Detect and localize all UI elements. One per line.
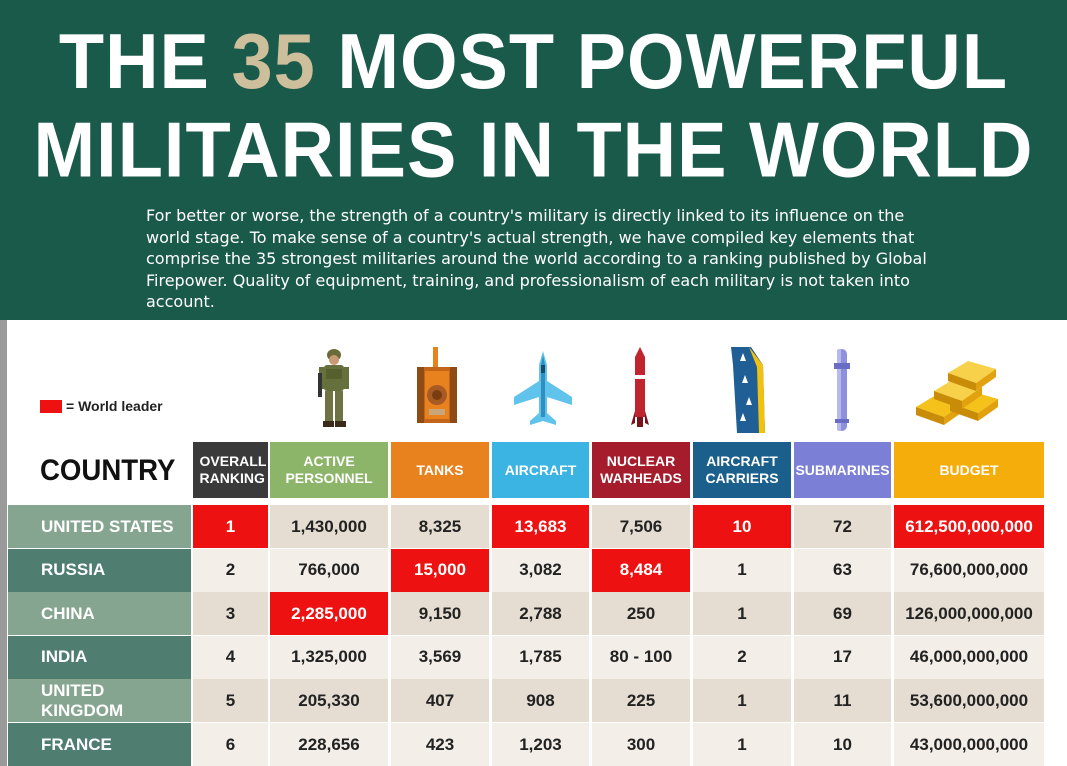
- cell-carriers: 1: [693, 723, 791, 766]
- table-row: UNITED KINGDOM 5 205,330 407 908 225 1 11 53,600…: [0, 679, 1067, 723]
- header-banner: THE 35 MOST POWERFUL MILITARIES IN THE W…: [0, 0, 1067, 320]
- cell-personnel: 1,325,000: [270, 635, 388, 679]
- title-line-2: MILITARIES IN THE WORLD: [33, 106, 1034, 194]
- cell-rank: 5: [193, 679, 268, 723]
- cell-subs: 69: [794, 592, 891, 636]
- legend-label: = World leader: [66, 398, 163, 414]
- cell-rank: 1: [193, 505, 268, 548]
- cell-aircraft: 3,082: [492, 548, 589, 592]
- country-cell: UNITED STATES: [8, 505, 191, 548]
- cell-personnel: 228,656: [270, 723, 388, 766]
- column-header-warheads: NUCLEAR WARHEADS: [592, 442, 690, 498]
- cell-carriers: 1: [693, 592, 791, 636]
- cell-budget: 43,000,000,000: [894, 723, 1044, 766]
- cell-tanks: 423: [391, 723, 489, 766]
- table-row: UNITED STATES 1 1,430,000 8,325 13,683 7,506 1…: [0, 505, 1067, 548]
- missile-icon: [631, 347, 649, 427]
- cell-personnel: 766,000: [270, 548, 388, 592]
- cell-aircraft: 908: [492, 679, 589, 723]
- column-header-rank: OVERALL RANKING: [193, 442, 268, 498]
- column-header-personnel: ACTIVE PERSONNEL: [270, 442, 388, 498]
- country-column-heading: COUNTRY: [40, 454, 176, 487]
- cell-subs: 63: [794, 548, 891, 592]
- cell-aircraft: 1,785: [492, 635, 589, 679]
- cell-carriers: 2: [693, 635, 791, 679]
- column-header-carriers: AIRCRAFT CARRIERS: [693, 442, 791, 498]
- table-row: INDIA 4 1,325,000 3,569 1,785 80 - 100 2 17 46,0…: [0, 635, 1067, 679]
- table-row: CHINA 3 2,285,000 9,150 2,788 250 1 69 126,000,0…: [0, 592, 1067, 636]
- column-header-subs: SUBMARINES: [794, 442, 891, 498]
- cell-tanks: 3,569: [391, 635, 489, 679]
- cell-warheads: 8,484: [592, 548, 690, 592]
- country-cell: CHINA: [8, 592, 191, 636]
- gold-bars-icon: [916, 361, 998, 425]
- cell-warheads: 250: [592, 592, 690, 636]
- cell-carriers: 1: [693, 679, 791, 723]
- cell-carriers: 1: [693, 548, 791, 592]
- cell-carriers: 10: [693, 505, 791, 548]
- cell-budget: 612,500,000,000: [894, 505, 1044, 548]
- cell-warheads: 7,506: [592, 505, 690, 548]
- cell-budget: 76,600,000,000: [894, 548, 1044, 592]
- cell-budget: 126,000,000,000: [894, 592, 1044, 636]
- cell-subs: 17: [794, 635, 891, 679]
- intro-paragraph: For better or worse, the strength of a c…: [146, 206, 927, 311]
- cell-warheads: 225: [592, 679, 690, 723]
- cell-warheads: 80 - 100: [592, 635, 690, 679]
- cell-tanks: 8,325: [391, 505, 489, 548]
- table-row: RUSSIA 2 766,000 15,000 3,082 8,484 1 63 76,600,…: [0, 548, 1067, 592]
- cell-aircraft: 1,203: [492, 723, 589, 766]
- cell-budget: 46,000,000,000: [894, 635, 1044, 679]
- cell-tanks: 15,000: [391, 548, 489, 592]
- left-edge-rule: [0, 320, 7, 766]
- cell-subs: 11: [794, 679, 891, 723]
- submarine-icon: [834, 349, 850, 431]
- cell-personnel: 2,285,000: [270, 592, 388, 636]
- jet-icon: [514, 351, 572, 425]
- cell-rank: 6: [193, 723, 268, 766]
- cell-rank: 3: [193, 592, 268, 636]
- carrier-icon: [731, 347, 765, 433]
- cell-personnel: 205,330: [270, 679, 388, 723]
- column-header-budget: BUDGET: [894, 442, 1044, 498]
- country-cell: UNITED KINGDOM: [8, 679, 191, 723]
- cell-rank: 2: [193, 548, 268, 592]
- table-row: FRANCE 6 228,656 423 1,203 300 1 10 43,000,000,0…: [0, 723, 1067, 766]
- cell-tanks: 9,150: [391, 592, 489, 636]
- legend-swatch: [40, 399, 62, 413]
- tank-icon: [417, 347, 457, 423]
- cell-subs: 10: [794, 723, 891, 766]
- cell-aircraft: 13,683: [492, 505, 589, 548]
- cell-personnel: 1,430,000: [270, 505, 388, 548]
- title-line-1: THE 35 MOST POWERFUL: [58, 17, 1009, 105]
- legend: = World leader: [40, 398, 163, 414]
- cell-subs: 72: [794, 505, 891, 548]
- cell-rank: 4: [193, 635, 268, 679]
- cell-tanks: 407: [391, 679, 489, 723]
- country-cell: RUSSIA: [8, 548, 191, 592]
- country-cell: FRANCE: [8, 723, 191, 766]
- country-cell: INDIA: [8, 635, 191, 679]
- cell-aircraft: 2,788: [492, 592, 589, 636]
- cell-budget: 53,600,000,000: [894, 679, 1044, 723]
- column-header-tanks: TANKS: [391, 442, 489, 498]
- title-number: 35: [231, 17, 316, 105]
- page-title: THE 35 MOST POWERFUL MILITARIES IN THE W…: [0, 18, 1067, 194]
- column-header-aircraft: AIRCRAFT: [492, 442, 589, 498]
- cell-warheads: 300: [592, 723, 690, 766]
- soldier-icon: [318, 349, 349, 427]
